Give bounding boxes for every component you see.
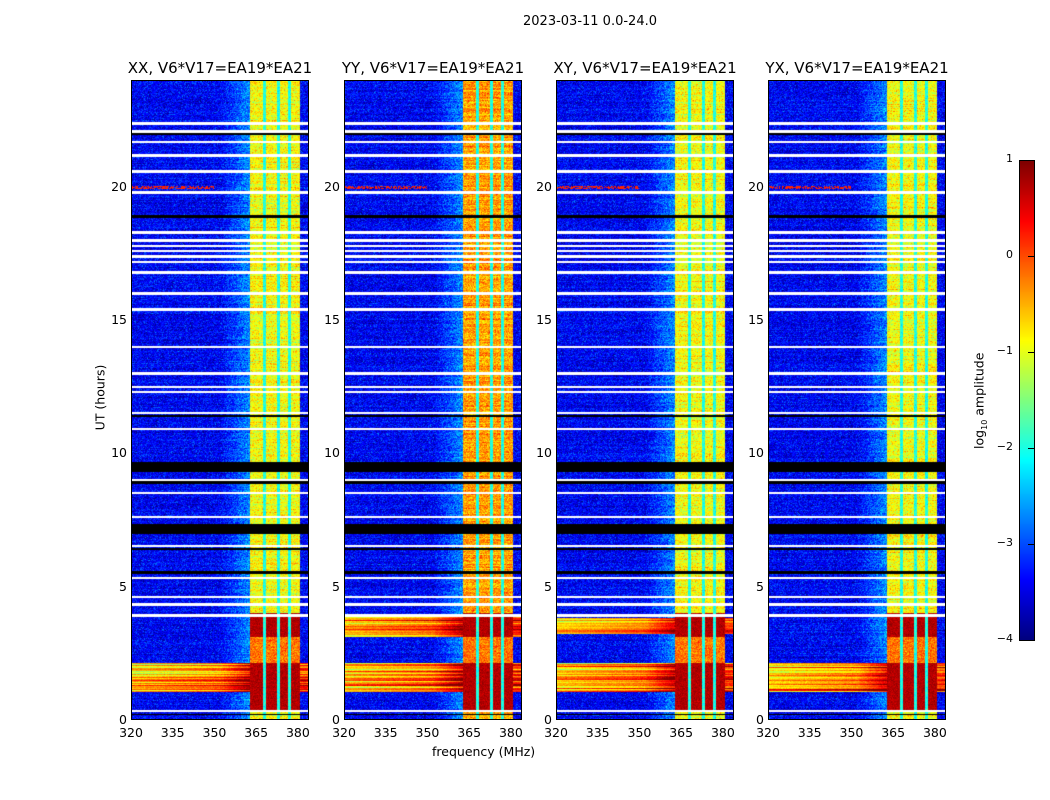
colorbar-tick-label: −1 <box>996 344 1013 357</box>
y-tick-label: 10 <box>324 445 340 461</box>
y-tick-label: 20 <box>536 178 552 194</box>
colorbar-label: log10 amplitude <box>971 341 989 461</box>
y-axis-label: UT (hours) <box>92 364 108 431</box>
y-tick-label: 10 <box>536 445 552 461</box>
colorbar-tick-mark <box>1028 256 1034 257</box>
colorbar-label-suffix: amplitude <box>971 352 987 420</box>
x-tick-label: 350 <box>627 725 652 740</box>
y-tick-label: 15 <box>536 312 552 327</box>
x-tick-label: 380 <box>710 725 735 740</box>
y-tick-label: 10 <box>748 445 764 461</box>
colorbar <box>1019 160 1035 641</box>
y-tick-label: 15 <box>748 312 764 327</box>
spectrogram-heatmap <box>345 81 521 719</box>
spectrogram-heatmap <box>557 81 733 719</box>
y-tick-label: 0 <box>544 712 552 727</box>
x-tick-label: 365 <box>669 725 694 740</box>
x-tick-label: 335 <box>797 725 822 740</box>
colorbar-tick-mark <box>1028 352 1034 353</box>
figure-title: 2023-03-11 0.0-24.0 <box>523 14 657 29</box>
colorbar-tick-mark <box>1028 544 1034 545</box>
colorbar-tick-label: −2 <box>996 440 1013 453</box>
x-tick-label: 335 <box>160 725 185 740</box>
colorbar-label-log: log <box>971 429 987 449</box>
y-tick-label: 5 <box>332 578 340 594</box>
y-tick-label: 5 <box>119 578 127 594</box>
spectrogram-panel-2 <box>556 80 734 720</box>
x-tick-label: 320 <box>119 725 143 740</box>
y-tick-label: 5 <box>544 578 552 594</box>
x-axis-label: frequency (MHz) <box>432 744 536 759</box>
x-tick-label: 350 <box>202 725 227 740</box>
x-tick-label: 320 <box>544 725 568 740</box>
x-tick-label: 380 <box>285 725 310 740</box>
x-tick-label: 380 <box>922 725 947 740</box>
spectrogram-panel-3 <box>768 80 946 720</box>
x-tick-label: 320 <box>756 725 780 740</box>
spectrogram-heatmap <box>132 81 308 719</box>
colorbar-tick-mark <box>1028 448 1034 449</box>
y-tick-label: 20 <box>324 178 340 194</box>
panel-title: XY, V6*V17=EA19*EA21 <box>553 59 737 77</box>
x-tick-label: 365 <box>457 725 482 740</box>
x-tick-label: 350 <box>415 725 440 740</box>
y-tick-label: 15 <box>111 312 127 327</box>
x-tick-label: 335 <box>373 725 398 740</box>
panel-title: XX, V6*V17=EA19*EA21 <box>127 59 313 77</box>
spectrogram-panel-1 <box>344 80 522 720</box>
x-tick-label: 320 <box>332 725 356 740</box>
spectrogram-panel-0 <box>131 80 309 720</box>
y-tick-label: 10 <box>111 445 127 461</box>
colorbar-label-sub: 10 <box>979 419 989 430</box>
panel-title: YY, V6*V17=EA19*EA21 <box>341 59 525 77</box>
x-tick-label: 335 <box>585 725 610 740</box>
x-tick-label: 365 <box>244 725 269 740</box>
panel-title: YX, V6*V17=EA19*EA21 <box>765 59 949 77</box>
x-tick-label: 380 <box>498 725 523 740</box>
y-tick-label: 0 <box>756 712 764 727</box>
colorbar-tick-label: 0 <box>1006 248 1013 261</box>
y-tick-label: 0 <box>332 712 340 727</box>
y-tick-label: 20 <box>111 178 127 194</box>
y-tick-label: 15 <box>324 312 340 327</box>
y-tick-label: 0 <box>119 712 127 727</box>
colorbar-tick-label: −4 <box>996 632 1013 645</box>
colorbar-tick-mark <box>1028 640 1034 641</box>
spectrogram-heatmap <box>769 81 945 719</box>
colorbar-tick-label: 1 <box>1006 152 1013 165</box>
y-tick-label: 5 <box>756 578 764 594</box>
x-tick-label: 350 <box>839 725 864 740</box>
colorbar-tick-mark <box>1028 160 1034 161</box>
colorbar-tick-label: −3 <box>996 536 1013 549</box>
x-tick-label: 365 <box>881 725 906 740</box>
colorbar-gradient <box>1020 161 1034 640</box>
y-tick-label: 20 <box>748 178 764 194</box>
